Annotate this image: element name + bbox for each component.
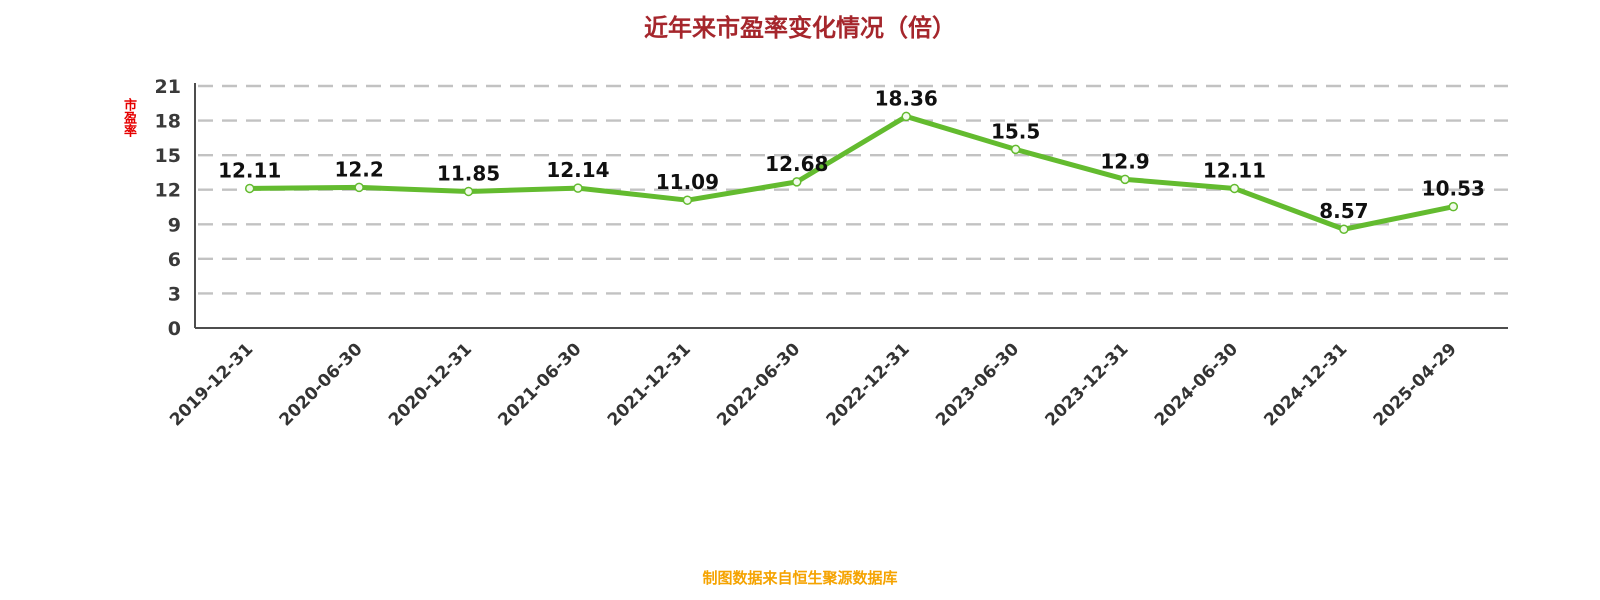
data-source-note: 制图数据来自恒生聚源数据库 [702, 569, 898, 587]
y-tick-label: 0 [168, 318, 181, 340]
x-tick-label: 2023-12-31 [1042, 339, 1133, 430]
data-point-label: 11.85 [437, 161, 500, 185]
x-tick-label: 2020-06-30 [276, 339, 367, 430]
data-point-marker [354, 182, 364, 193]
y-axis-label: 市盈率 [121, 98, 136, 137]
data-point-marker [792, 177, 802, 187]
x-tick-label: 2023-06-30 [932, 339, 1023, 430]
x-tick-label: 2020-12-31 [385, 339, 476, 430]
data-point-marker [1010, 144, 1021, 155]
data-point-marker [573, 183, 583, 193]
data-point-marker [901, 111, 911, 122]
chart-title: 近年来市盈率变化情况（倍） [644, 14, 956, 42]
y-tick-label: 21 [155, 76, 181, 98]
data-point-label: 11.09 [656, 170, 719, 194]
y-tick-label: 12 [155, 180, 181, 202]
x-tick-label: 2019-12-31 [166, 339, 257, 430]
data-point-marker [1339, 224, 1349, 234]
data-point-marker [682, 195, 693, 205]
data-point-label: 12.11 [1203, 158, 1266, 182]
data-point-marker [1229, 183, 1240, 194]
data-point-label: 12.68 [765, 152, 828, 176]
y-tick-label: 9 [168, 214, 181, 236]
x-tick-label: 2022-12-31 [823, 339, 914, 430]
x-tick-label: 2024-12-31 [1260, 339, 1351, 430]
data-point-label: 12.9 [1100, 149, 1149, 173]
data-point-label: 12.2 [334, 157, 383, 181]
x-tick-label: 2025-04-29 [1370, 339, 1461, 430]
y-tick-label: 6 [168, 249, 181, 271]
data-point-label: 12.14 [546, 158, 609, 182]
x-tick-label: 2022-06-30 [713, 339, 804, 430]
data-point-label: 15.5 [991, 119, 1040, 143]
x-tick-label: 2021-06-30 [494, 339, 585, 430]
y-tick-label: 18 [155, 111, 181, 133]
data-point-marker [463, 186, 474, 197]
data-point-label: 10.53 [1422, 177, 1485, 201]
series-line [247, 113, 1456, 232]
y-tick-label: 15 [155, 145, 181, 167]
data-point-marker [1120, 174, 1130, 185]
data-point-label: 18.36 [875, 86, 938, 110]
data-point-marker [1448, 201, 1459, 212]
data-point-label: 8.57 [1319, 199, 1368, 223]
y-tick-label: 3 [168, 283, 181, 305]
x-tick-label: 2024-06-30 [1151, 339, 1242, 430]
data-point-label: 12.11 [218, 158, 281, 182]
data-point-marker [244, 183, 255, 194]
x-tick-label: 2021-12-31 [604, 339, 695, 430]
